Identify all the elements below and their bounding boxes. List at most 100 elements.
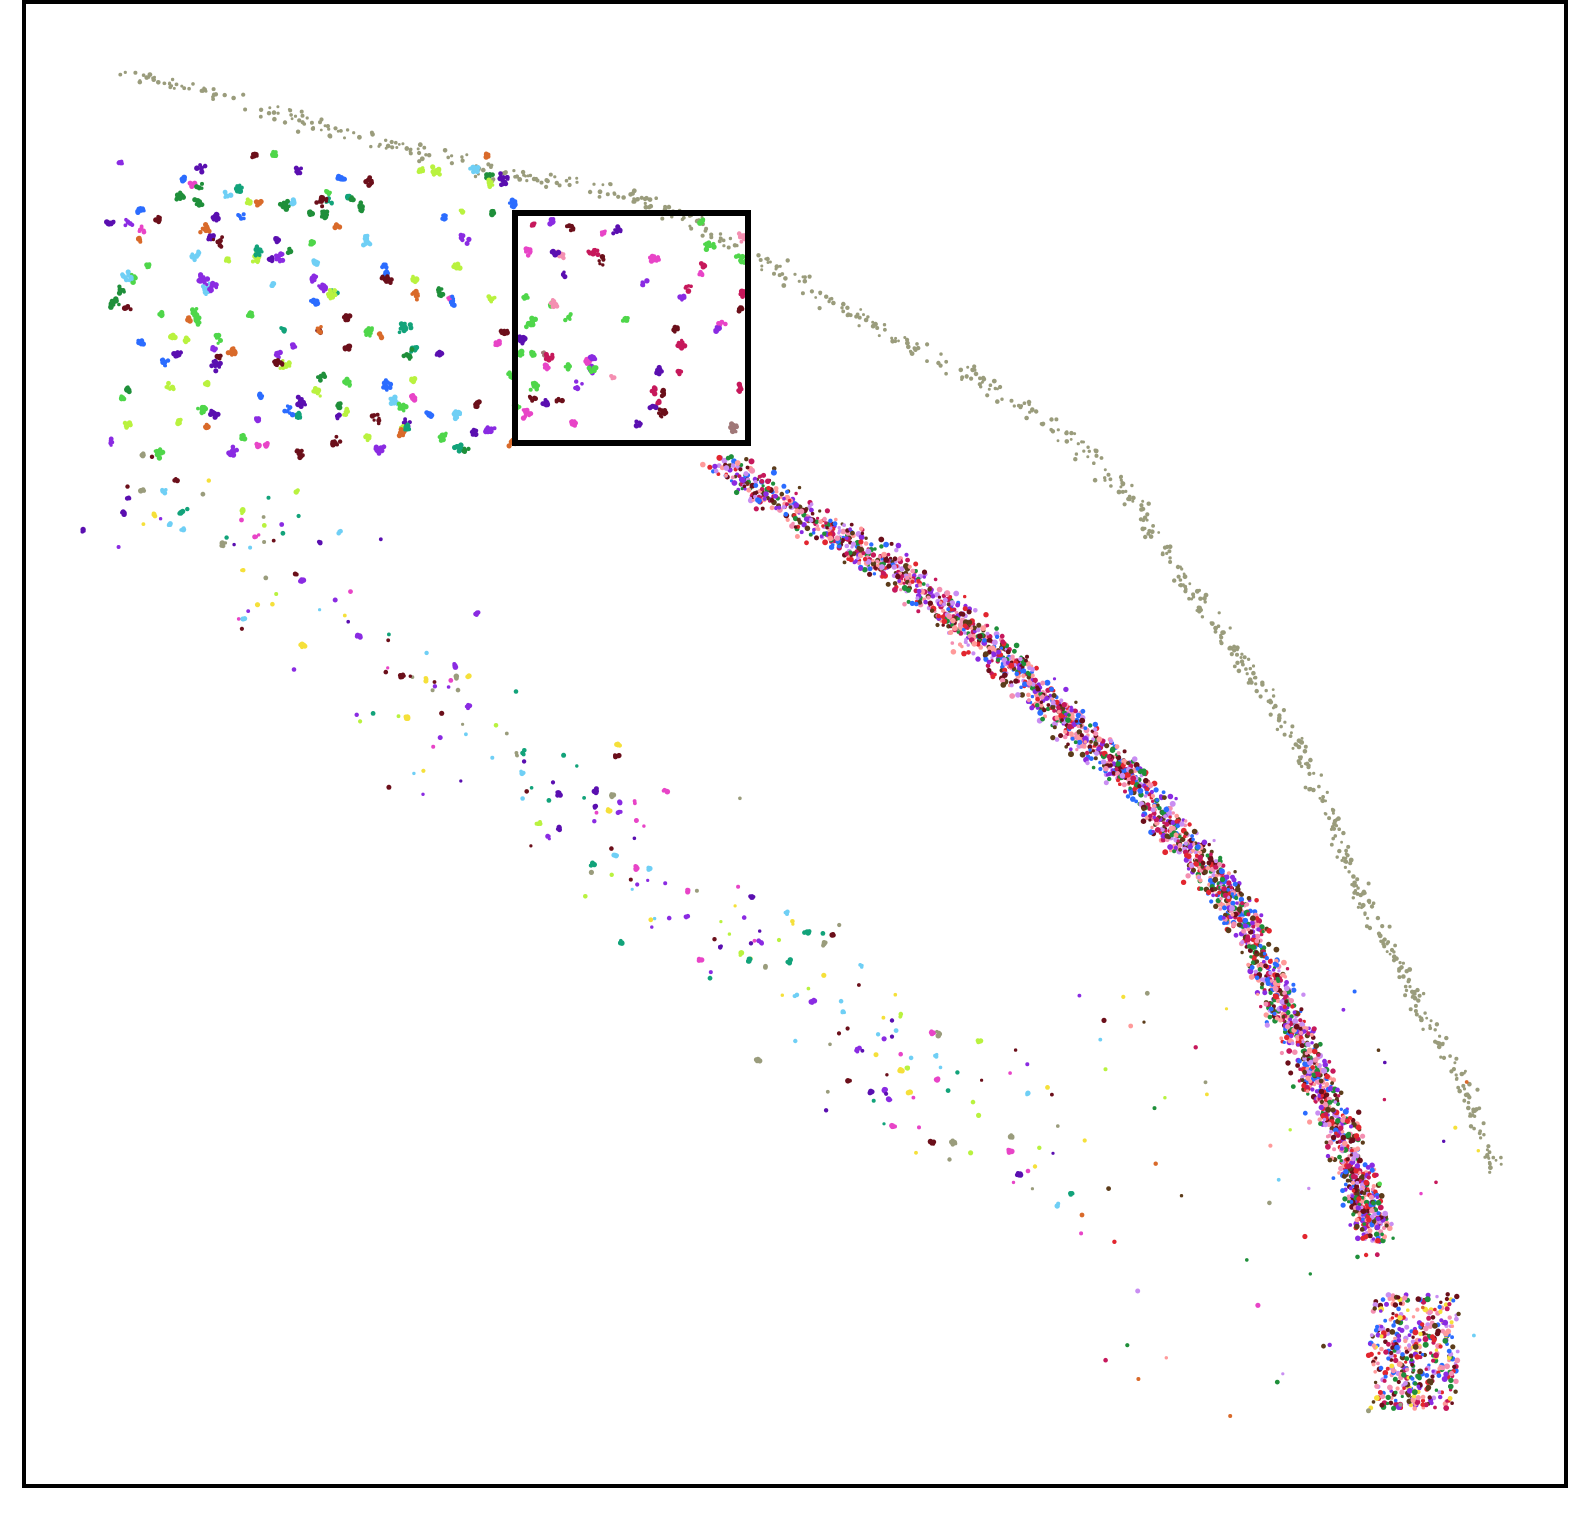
cell-dot bbox=[504, 329, 510, 335]
cell-dot bbox=[490, 755, 495, 760]
cell-dot bbox=[785, 517, 790, 523]
cell-dot bbox=[1096, 736, 1103, 743]
cell-dot bbox=[1020, 668, 1027, 674]
cell-dot bbox=[987, 387, 991, 391]
cell-dot bbox=[1417, 993, 1422, 998]
cell-dot bbox=[1120, 481, 1125, 486]
cell-dot bbox=[994, 634, 1000, 639]
cell-dot bbox=[239, 626, 244, 631]
cell-dot bbox=[1406, 979, 1411, 984]
cell-dot bbox=[379, 448, 385, 454]
cell-dot bbox=[180, 177, 185, 183]
cell-dot bbox=[124, 387, 130, 393]
cell-dot bbox=[1143, 777, 1149, 784]
cell-dot bbox=[1050, 735, 1056, 741]
cell-dot bbox=[1209, 621, 1215, 626]
cell-dot bbox=[194, 202, 199, 207]
cell-dot bbox=[848, 556, 854, 563]
cell-dot bbox=[278, 366, 282, 370]
cell-dot bbox=[956, 617, 960, 621]
cell-dot bbox=[646, 878, 650, 883]
cell-dot bbox=[342, 345, 348, 351]
cell-dot bbox=[994, 626, 999, 631]
cell-dot bbox=[1109, 747, 1116, 753]
cell-dot bbox=[597, 259, 601, 263]
cell-dot bbox=[618, 940, 623, 945]
cell-dot bbox=[818, 519, 823, 524]
cell-dot bbox=[972, 364, 977, 369]
cell-dot bbox=[135, 236, 142, 242]
cell-dot bbox=[871, 320, 875, 324]
cell-dot bbox=[832, 521, 838, 527]
cell-dot bbox=[615, 225, 621, 231]
cell-dot bbox=[467, 703, 473, 708]
cell-dot bbox=[797, 279, 801, 283]
cell-dot bbox=[905, 587, 912, 593]
cell-dot bbox=[776, 937, 782, 943]
cell-dot bbox=[455, 687, 461, 693]
cell-dot bbox=[855, 1049, 860, 1054]
cell-dot bbox=[268, 106, 272, 110]
cell-dot bbox=[352, 131, 356, 135]
cell-dot bbox=[125, 269, 131, 275]
cell-dot bbox=[1456, 1085, 1461, 1090]
cell-dot bbox=[1229, 652, 1234, 657]
cell-dot bbox=[347, 344, 352, 349]
cell-dot bbox=[897, 579, 902, 583]
cell-dot bbox=[290, 344, 296, 350]
cell-dot bbox=[1039, 700, 1044, 704]
cell-dot bbox=[1027, 402, 1031, 407]
cell-dot bbox=[609, 872, 614, 877]
cell-dot bbox=[878, 536, 885, 543]
cell-dot bbox=[1025, 1168, 1031, 1174]
cell-dot bbox=[346, 619, 351, 624]
cell-dot bbox=[782, 496, 786, 501]
cell-dot bbox=[1000, 639, 1006, 645]
cell-dot bbox=[130, 277, 134, 281]
cell-dot bbox=[1341, 830, 1346, 836]
cell-dot bbox=[1073, 457, 1078, 462]
cell-dot bbox=[122, 421, 127, 425]
cell-dot bbox=[512, 203, 518, 208]
cell-dot bbox=[976, 1112, 982, 1118]
cell-dot bbox=[196, 249, 201, 254]
cell-dot bbox=[633, 422, 640, 429]
cell-dot bbox=[763, 965, 768, 970]
cell-dot bbox=[399, 406, 404, 411]
cell-dot bbox=[1070, 1191, 1074, 1195]
cell-dot bbox=[1229, 646, 1234, 651]
cell-dot bbox=[461, 722, 465, 726]
cell-dot bbox=[274, 592, 279, 596]
cell-dot bbox=[196, 406, 200, 411]
cell-dot bbox=[966, 609, 972, 615]
cell-dot bbox=[652, 391, 658, 397]
cell-dot bbox=[899, 588, 903, 592]
cell-dot bbox=[512, 403, 517, 409]
cell-dot bbox=[503, 179, 508, 185]
cell-dot bbox=[1030, 1187, 1034, 1191]
cell-dot bbox=[194, 316, 200, 322]
cell-dot bbox=[804, 540, 809, 546]
cell-dot bbox=[1009, 398, 1014, 403]
cell-dot bbox=[1028, 410, 1032, 414]
cell-dot bbox=[842, 523, 846, 528]
cell-dot bbox=[258, 107, 264, 113]
cell-dot bbox=[1466, 1093, 1471, 1098]
cell-dot bbox=[883, 1087, 888, 1093]
cell-dot bbox=[859, 526, 864, 531]
cell-dot bbox=[258, 393, 262, 397]
cell-dot bbox=[844, 536, 849, 541]
cell-dot bbox=[235, 186, 241, 192]
cell-dot bbox=[1042, 707, 1047, 713]
cell-dot bbox=[921, 569, 928, 575]
cell-dot bbox=[261, 515, 266, 519]
cell-dot bbox=[225, 350, 231, 356]
cell-dot bbox=[982, 638, 987, 643]
cell-dot bbox=[300, 120, 305, 125]
cell-dot bbox=[563, 317, 568, 323]
cell-dot bbox=[1139, 503, 1144, 508]
cell-dot bbox=[1085, 750, 1090, 756]
cell-dot bbox=[657, 399, 662, 404]
cell-dot bbox=[318, 377, 323, 383]
cell-dot bbox=[807, 929, 812, 934]
